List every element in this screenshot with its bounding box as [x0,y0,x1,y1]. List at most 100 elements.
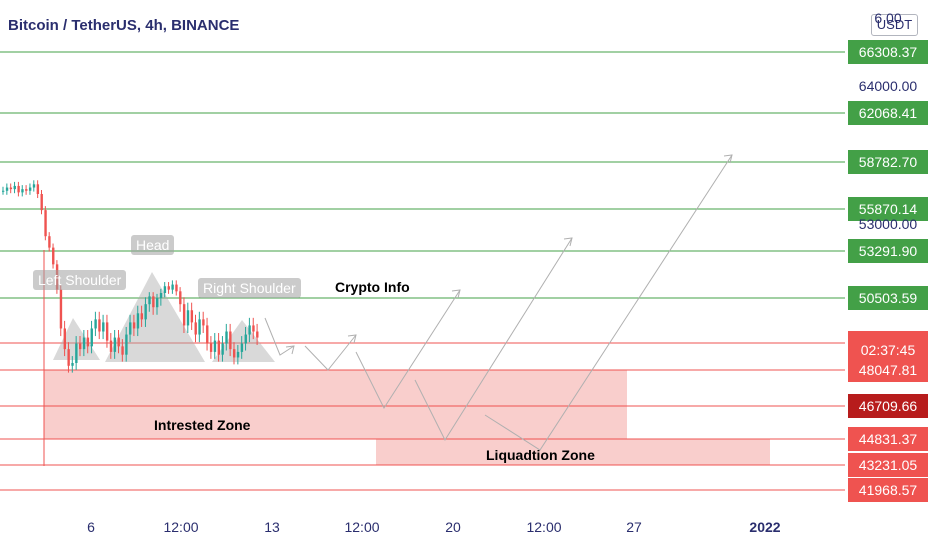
right-shoulder-shape [212,320,275,362]
liquidation-zone [376,439,770,465]
candle-body [105,322,109,341]
candle-body [2,190,5,192]
candle-body [171,284,174,290]
candle-body [152,296,155,308]
arrow-head-4 [723,154,733,164]
candle-body [140,313,143,320]
candle-body [82,337,86,350]
head-label: Head [131,235,175,255]
candle-body [182,304,186,326]
candle-body [25,189,28,191]
candle-body [213,340,217,352]
projection-path-4 [414,237,573,442]
candle-body [40,193,43,211]
crypto-info-label: Crypto Info [335,279,410,295]
candle-body [71,363,74,366]
candle-body [98,319,101,332]
arrow-head-0 [285,345,295,355]
currency-button[interactable]: USDT [871,14,918,36]
candle-body [36,184,40,194]
candle-body [9,187,13,190]
candle-body [167,286,170,290]
candle-body [186,310,190,326]
candle-body [44,210,47,237]
left-shoulder-label: Left Shoulder [33,270,127,290]
arrow-head-3 [563,237,573,247]
price-axis-label-64000: 64000.00 [858,78,918,94]
candle-body [240,343,244,352]
projection-path-5 [484,154,733,451]
symbol-title[interactable]: Bitcoin / TetherUS, 4h, BINANCE [8,17,240,34]
candle-body [248,325,251,335]
candle-body [233,349,236,358]
time-label-1: 12:00 [163,519,199,535]
interested-zone-label: Intrested Zone [154,417,251,433]
candle-body [179,291,182,305]
time-label-4: 20 [445,519,461,535]
candle-body [217,340,220,355]
price-label-3: 55870.14 [848,197,928,221]
candle-body [5,187,9,191]
candle-body [148,296,151,305]
candle-body [221,343,224,355]
candle-body [86,337,90,347]
right-shoulder-label: Right Shoulder [198,278,301,298]
price-label-5: 50503.59 [848,286,928,310]
candle-body [17,185,20,193]
liquidation-zone-label: Liquadtion Zone [486,447,595,463]
candle-body [102,322,105,332]
candle-body [79,343,82,350]
candle-body [206,325,209,344]
candle-body [109,340,113,352]
candle-body [48,236,51,248]
candle-body [252,325,255,332]
arrow-head-2 [451,289,461,299]
price-label-4: 53291.90 [848,239,928,263]
price-label-8: 46709.66 [848,394,928,418]
candle-body [256,331,259,338]
price-label-9: 44831.37 [848,427,928,451]
price-label-7: 48047.81 [848,358,928,382]
candle-body [229,331,232,350]
candle-body [28,187,32,191]
candle-body [244,334,247,344]
time-label-3: 12:00 [344,519,380,535]
candle-body [163,286,167,294]
candle-body [175,284,178,292]
countdown-label: 02:37:45 [848,338,928,362]
time-label-0: 6 [87,519,95,535]
price-label-11: 41968.57 [848,478,928,502]
candle-body [52,247,55,265]
candle-body [32,184,36,188]
price-label-0: 66308.37 [848,40,928,64]
time-label-6: 27 [626,519,642,535]
candle-body [94,319,97,329]
candle-body [90,328,93,347]
candle-body [144,304,147,320]
candle-body [129,322,132,335]
candle-body [156,298,159,308]
projection-path-1 [264,317,295,356]
candle-body [198,319,201,335]
price-label-10: 43231.05 [848,453,928,477]
candle-body [194,322,197,335]
candle-body [59,289,63,329]
candle-body [75,343,78,364]
candle-body [132,322,136,329]
candle-body [121,346,124,355]
projection-path-2 [304,334,357,371]
price-label-2: 58782.70 [848,150,928,174]
price-axis-label-53000: 53000.00 [858,218,918,230]
time-label-2: 13 [264,519,280,535]
candle-body [67,349,70,366]
price-label-1: 62068.41 [848,101,928,125]
candle-body [63,328,66,350]
arrow-head-1 [347,334,357,344]
candle-body [125,334,128,355]
price-axis-top-label: 6 00 [874,10,902,26]
interested-zone [44,370,627,439]
candle-body [225,331,228,344]
time-label-7: 2022 [749,519,781,535]
candle-body [117,337,120,347]
